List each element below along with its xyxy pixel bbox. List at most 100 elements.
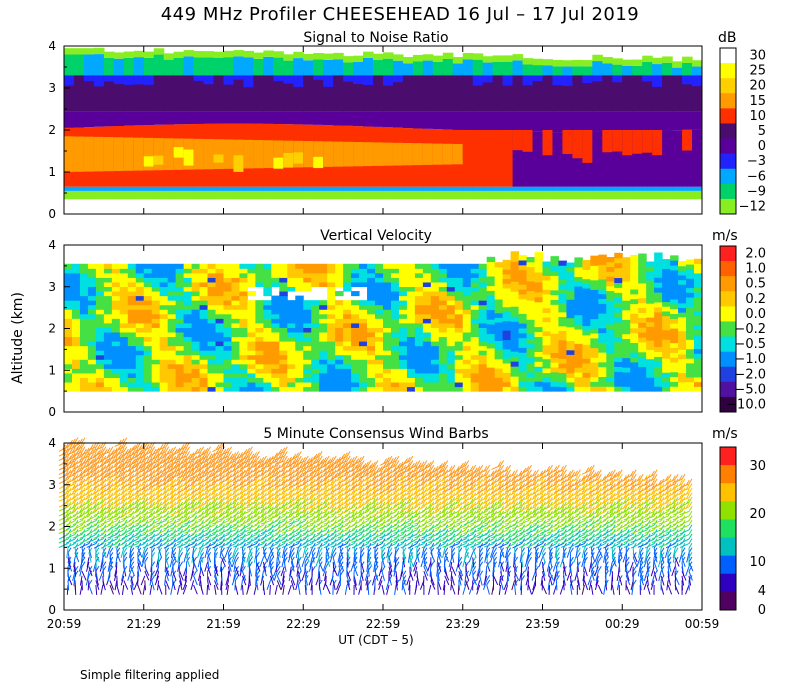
wind-barb — [241, 575, 247, 586]
velocity-cell — [398, 359, 408, 365]
wind-barb-flag — [103, 448, 108, 455]
velocity-cell — [454, 382, 464, 388]
snr-cell — [622, 111, 633, 132]
wind-barb — [86, 515, 97, 521]
velocity-cell — [103, 268, 113, 274]
velocity-cell — [462, 304, 472, 310]
wind-barb-flag — [225, 498, 230, 504]
velocity-cell — [550, 304, 559, 310]
velocity-cell — [79, 382, 89, 388]
velocity-cell — [566, 345, 575, 351]
velocity-cell — [622, 362, 631, 368]
snr-cell — [622, 77, 633, 112]
snr-cell — [143, 57, 155, 76]
velocity-cell — [199, 300, 209, 306]
velocity-cell — [119, 350, 129, 356]
snr-cell — [133, 57, 145, 76]
wind-barb-flag — [253, 456, 258, 463]
snr-cell — [243, 186, 255, 191]
velocity-cell — [183, 345, 193, 351]
velocity-cell — [64, 291, 73, 297]
wind-barb-flag — [67, 529, 72, 535]
wind-barb — [142, 511, 152, 516]
velocity-unit: m/s — [712, 228, 738, 244]
velocity-cell — [590, 255, 599, 261]
velocity-cell — [95, 350, 105, 356]
velocity-cell — [183, 354, 193, 360]
velocity-cell — [159, 263, 169, 269]
wind-barb — [198, 497, 208, 502]
velocity-cell — [646, 326, 655, 332]
velocity-cell — [231, 359, 240, 365]
velocity-cell — [207, 318, 217, 324]
velocity-cell — [135, 286, 145, 292]
wind-barb — [156, 469, 166, 475]
snr-cell — [233, 190, 245, 200]
velocity-cell — [542, 275, 551, 281]
wind-barb-flag — [141, 475, 146, 481]
velocity-cell — [111, 372, 121, 378]
wind-barb-flag — [85, 498, 90, 504]
velocity-cell — [694, 372, 703, 378]
velocity-cell — [215, 332, 224, 338]
snr-cell — [602, 190, 613, 200]
wind-barb — [219, 561, 222, 572]
velocity-cell — [478, 281, 488, 288]
velocity-cell — [247, 377, 256, 383]
velocity-cell — [255, 322, 264, 328]
wind-barb-flag — [169, 447, 174, 454]
wind-barb-flag — [166, 472, 171, 478]
wind-barb-flag — [99, 516, 104, 523]
snr-cell — [532, 73, 544, 82]
snr-cell — [512, 186, 524, 191]
velocity-cell — [406, 377, 416, 383]
snr-cell — [492, 130, 504, 164]
velocity-cell — [183, 300, 193, 306]
snr-cell — [64, 136, 75, 172]
velocity-cell — [175, 300, 185, 306]
velocity-cell — [159, 359, 169, 365]
velocity-cell — [303, 313, 312, 319]
snr-cell — [383, 73, 394, 86]
wind-barb — [135, 488, 145, 493]
wind-barb — [156, 520, 166, 525]
velocity-cell — [542, 330, 551, 337]
velocity-cell — [183, 363, 193, 369]
snr-cell — [223, 77, 235, 112]
wind-barb-flag — [201, 471, 206, 478]
snr-cell — [652, 190, 663, 200]
snr-cell — [662, 77, 673, 112]
velocity-cell — [199, 327, 209, 333]
wind-barb-flag — [99, 489, 104, 495]
snr-cell — [333, 52, 344, 60]
velocity-cell — [335, 363, 344, 369]
wind-barb — [247, 460, 257, 466]
wind-barb-flag — [241, 519, 246, 526]
velocity-cell — [343, 341, 352, 347]
velocity-cell — [287, 386, 296, 392]
velocity-cell — [327, 281, 336, 288]
snr-cell — [153, 190, 165, 200]
velocity-cell — [64, 359, 73, 365]
velocity-cell — [534, 286, 543, 293]
snr-cell — [203, 186, 215, 191]
snr-cell — [103, 111, 115, 127]
velocity-cell — [558, 269, 567, 276]
velocity-cell — [454, 291, 464, 297]
velocity-cell — [95, 368, 105, 374]
wind-barb-flag — [138, 458, 143, 464]
wind-barb-flag — [250, 458, 255, 464]
velocity-cell — [95, 336, 105, 342]
velocity-cell — [606, 348, 615, 354]
velocity-cell — [279, 277, 288, 283]
wind-barb-flag — [134, 484, 139, 490]
velocity-cell — [566, 372, 575, 378]
velocity-cell — [582, 259, 591, 266]
snr-cell — [343, 56, 354, 63]
velocity-cell — [327, 350, 336, 356]
wind-barb — [191, 492, 201, 498]
wind-barb — [219, 511, 229, 517]
velocity-cell — [630, 332, 639, 339]
wind-barb — [86, 520, 97, 526]
velocity-cell — [87, 318, 97, 324]
